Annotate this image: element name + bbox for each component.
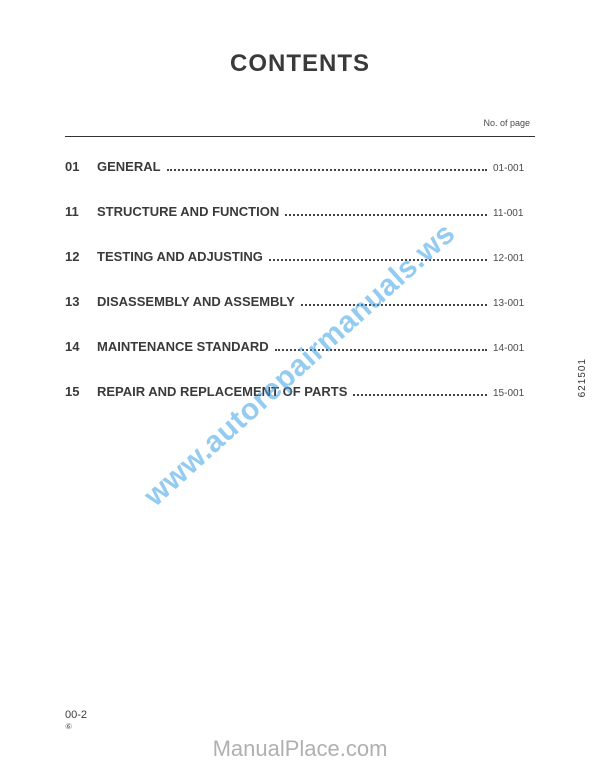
toc-list: 01 GENERAL 01-001 11 STRUCTURE AND FUNCT… <box>65 159 535 399</box>
toc-number: 11 <box>65 204 97 219</box>
toc-page: 15-001 <box>493 388 535 399</box>
toc-leader-dots <box>301 304 487 306</box>
toc-page: 01-001 <box>493 163 535 174</box>
page-column-header: No. of page <box>65 118 535 128</box>
toc-row: 13 DISASSEMBLY AND ASSEMBLY 13-001 <box>65 294 535 309</box>
footer-revision-mark: ⑥ <box>65 722 87 731</box>
page-title: CONTENTS <box>65 50 535 78</box>
toc-title: GENERAL <box>97 159 161 174</box>
toc-row: 12 TESTING AND ADJUSTING 12-001 <box>65 249 535 264</box>
side-reference-code: 621501 <box>577 358 588 397</box>
toc-page: 11-001 <box>493 208 535 219</box>
page-footer: 00-2 ⑥ <box>65 709 87 731</box>
toc-row: 11 STRUCTURE AND FUNCTION 11-001 <box>65 204 535 219</box>
toc-row: 14 MAINTENANCE STANDARD 14-001 <box>65 339 535 354</box>
document-page: CONTENTS No. of page 01 GENERAL 01-001 1… <box>0 0 600 776</box>
toc-leader-dots <box>285 214 487 216</box>
toc-page: 13-001 <box>493 298 535 309</box>
toc-leader-dots <box>353 394 487 396</box>
toc-title: DISASSEMBLY AND ASSEMBLY <box>97 294 295 309</box>
toc-number: 15 <box>65 384 97 399</box>
toc-number: 13 <box>65 294 97 309</box>
toc-row: 15 REPAIR AND REPLACEMENT OF PARTS 15-00… <box>65 384 535 399</box>
toc-leader-dots <box>269 259 487 261</box>
toc-row: 01 GENERAL 01-001 <box>65 159 535 174</box>
toc-page: 14-001 <box>493 343 535 354</box>
toc-title: REPAIR AND REPLACEMENT OF PARTS <box>97 384 347 399</box>
toc-number: 14 <box>65 339 97 354</box>
divider-line <box>65 136 535 137</box>
toc-number: 01 <box>65 159 97 174</box>
toc-leader-dots <box>167 169 487 171</box>
toc-title: MAINTENANCE STANDARD <box>97 339 269 354</box>
site-watermark: ManualPlace.com <box>0 736 600 762</box>
toc-number: 12 <box>65 249 97 264</box>
toc-title: TESTING AND ADJUSTING <box>97 249 263 264</box>
footer-page-number: 00-2 <box>65 709 87 721</box>
toc-title: STRUCTURE AND FUNCTION <box>97 204 279 219</box>
toc-leader-dots <box>275 349 487 351</box>
toc-page: 12-001 <box>493 253 535 264</box>
